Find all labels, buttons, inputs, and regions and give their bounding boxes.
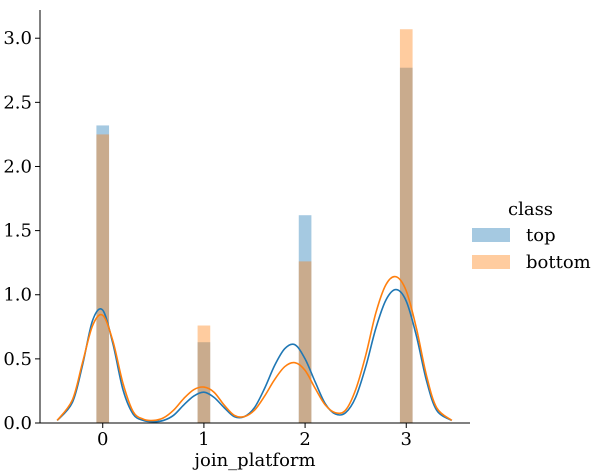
y-tick-label: 1.5 (3, 221, 32, 242)
bar-bottom-3 (399, 29, 413, 423)
bar-top-1 (197, 342, 211, 423)
x-tick-label: 1 (198, 429, 209, 450)
bar-bottom-1 (197, 325, 211, 423)
y-tick-label: 2.5 (3, 92, 32, 113)
y-tick-label: 3.0 (3, 28, 32, 49)
x-axis-label: join_platform (192, 450, 315, 471)
bar-top-2 (298, 215, 312, 423)
legend-label-bottom: bottom (526, 252, 591, 273)
bar-bottom-0 (96, 134, 110, 424)
y-tick-label: 1.0 (3, 285, 32, 306)
legend: class top bottom (472, 199, 591, 273)
y-tick-label: 0.0 (3, 413, 32, 434)
legend-swatch-top (472, 228, 510, 242)
legend-title: class (508, 199, 553, 220)
bar-top-3 (399, 67, 413, 423)
bar-top-0 (96, 125, 110, 423)
legend-swatch-bottom (472, 255, 510, 269)
kde-line-top (56, 288, 453, 423)
y-tick-label: 0.5 (3, 349, 32, 370)
y-tick-label: 2.0 (3, 156, 32, 177)
x-tick-label: 3 (401, 429, 412, 450)
x-tick-label: 0 (97, 429, 108, 450)
x-tick-label: 2 (299, 429, 310, 450)
kde-line-bottom (56, 275, 453, 422)
axes: 0.0 0.5 1.0 1.5 2.0 2.5 3.0 0 1 2 3 join_platform (3, 10, 470, 471)
plot-area (56, 29, 453, 424)
legend-label-top: top (526, 225, 556, 246)
bar-bottom-2 (298, 261, 312, 423)
